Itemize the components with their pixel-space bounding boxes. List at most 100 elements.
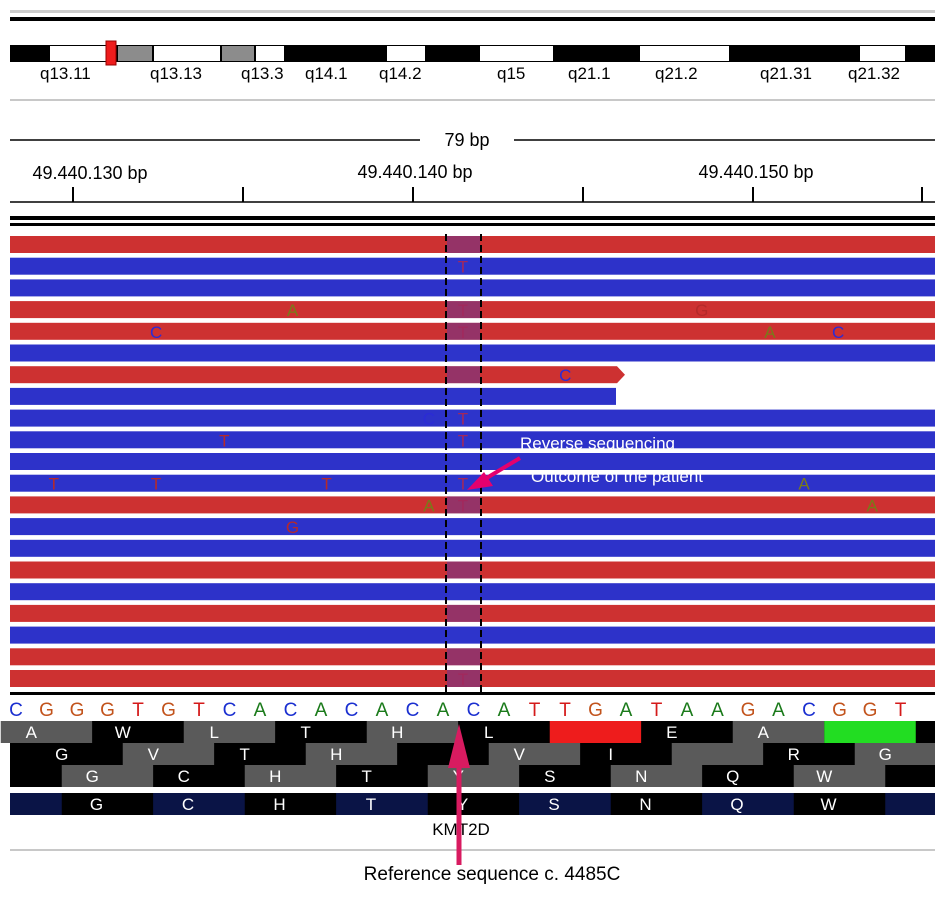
- ruler-tick-label: 49.440.130 bp: [32, 163, 147, 183]
- mismatch-base: A: [287, 301, 299, 320]
- read-bar[interactable]: [10, 648, 935, 666]
- center-cell: [447, 518, 480, 536]
- reference-base: C: [9, 700, 23, 721]
- read-bar[interactable]: [10, 496, 935, 514]
- reference-base: G: [863, 700, 878, 721]
- codon-cell: [549, 721, 642, 743]
- ideogram-band: [640, 46, 729, 61]
- reference-base: G: [161, 700, 176, 721]
- amino-acid: V: [514, 745, 526, 764]
- reference-base: C: [284, 700, 298, 721]
- center-cell: [447, 648, 480, 666]
- center-cell: [447, 561, 480, 579]
- read-bar[interactable]: [10, 257, 935, 275]
- read-arrow-tip: [617, 366, 625, 384]
- position-ruler: 79 bp 49.440.130 bp 49.440.140 bp 49.440…: [10, 130, 935, 203]
- read-bar[interactable]: [10, 322, 935, 340]
- codon-cell: [336, 765, 428, 787]
- amino-acid: H: [269, 767, 281, 786]
- codon-cell: [305, 743, 398, 765]
- read-bar[interactable]: [10, 670, 935, 687]
- translation-track: AWLTHLEAGVTHVIRGGCHTYSNQW: [0, 721, 935, 787]
- read-bar[interactable]: [10, 474, 935, 492]
- reference-base: G: [39, 700, 54, 721]
- mismatch-base: T: [321, 475, 331, 494]
- read-bar[interactable]: [10, 279, 935, 297]
- gene-amino-acid: T: [366, 795, 376, 814]
- amino-acid: H: [391, 723, 403, 742]
- gene-codon: [336, 793, 428, 815]
- gene-codon: [244, 793, 337, 815]
- current-region-marker[interactable]: [105, 40, 117, 66]
- reference-base: A: [772, 700, 785, 721]
- amino-acid: C: [178, 767, 190, 786]
- codon-cell: [824, 721, 916, 743]
- codon-cell: [92, 721, 184, 743]
- mismatch-base: A: [764, 323, 776, 342]
- band-label: q13.11: [40, 64, 91, 83]
- amino-acid: G: [55, 745, 68, 764]
- reference-base: A: [254, 700, 267, 721]
- codon-cell: [854, 743, 935, 765]
- amino-acid: E: [666, 723, 677, 742]
- read-bar[interactable]: [10, 344, 935, 362]
- codon-cell: [397, 743, 489, 765]
- mismatch-base: T: [219, 431, 229, 450]
- read-bar[interactable]: [10, 301, 935, 319]
- panel-divider: [10, 99, 935, 101]
- gene-amino-acid: Q: [730, 795, 743, 814]
- amino-acid: I: [608, 745, 613, 764]
- mismatch-base: T: [151, 475, 161, 494]
- gene-codon: [61, 793, 154, 815]
- reference-base: A: [376, 700, 389, 721]
- reference-base: C: [467, 700, 481, 721]
- codon-cell: [458, 721, 550, 743]
- codon-cell: [31, 743, 123, 765]
- read-bar[interactable]: [10, 431, 935, 449]
- center-cell: [447, 301, 480, 319]
- gene-amino-acid: S: [548, 795, 559, 814]
- alignment-bottom-border: [10, 692, 935, 695]
- read-bar[interactable]: [10, 561, 935, 579]
- mismatch-base: A: [867, 496, 879, 515]
- codon-cell: [183, 721, 276, 743]
- gene-codon: [702, 793, 794, 815]
- read-bar[interactable]: [10, 366, 617, 384]
- read-bar[interactable]: [10, 539, 935, 557]
- band-label: q21.2: [655, 64, 698, 83]
- read-bar[interactable]: [10, 409, 935, 427]
- read-bar[interactable]: [10, 387, 616, 405]
- read-bar[interactable]: [10, 518, 935, 536]
- codon-cell: [793, 765, 886, 787]
- read-bar[interactable]: [10, 626, 935, 644]
- ideogram-band: [480, 46, 553, 61]
- reference-base: T: [193, 700, 205, 721]
- read-bar[interactable]: [10, 583, 935, 601]
- read-bar[interactable]: [10, 236, 935, 253]
- band-label: q13.3: [241, 64, 284, 83]
- read-bar[interactable]: [10, 604, 935, 622]
- codon-cell: [732, 721, 825, 743]
- amino-acid: W: [115, 723, 131, 742]
- chromosome-ideogram[interactable]: q13.11 q13.13 q13.3 q14.1 q14.2 q15 q21.…: [10, 40, 935, 83]
- codon-cell: [519, 765, 611, 787]
- center-cell: [447, 279, 480, 297]
- mismatch-base: T: [458, 410, 468, 429]
- reference-base: C: [802, 700, 816, 721]
- reference-base: T: [895, 700, 907, 721]
- reference-base: T: [559, 700, 571, 721]
- center-cell: [447, 409, 480, 427]
- reverse-sequencing-label: Reverse sequencing: [520, 434, 675, 453]
- span-label: 79 bp: [444, 130, 489, 150]
- reference-base: C: [406, 700, 420, 721]
- codon-cell: [580, 743, 672, 765]
- mismatch-base: C: [559, 366, 571, 385]
- mismatch-base: A: [798, 475, 810, 494]
- reference-base: A: [437, 700, 450, 721]
- mismatch-base: T: [458, 258, 468, 277]
- codon-cell: [641, 721, 733, 743]
- amino-acid: G: [879, 745, 892, 764]
- read-bar[interactable]: [10, 453, 935, 470]
